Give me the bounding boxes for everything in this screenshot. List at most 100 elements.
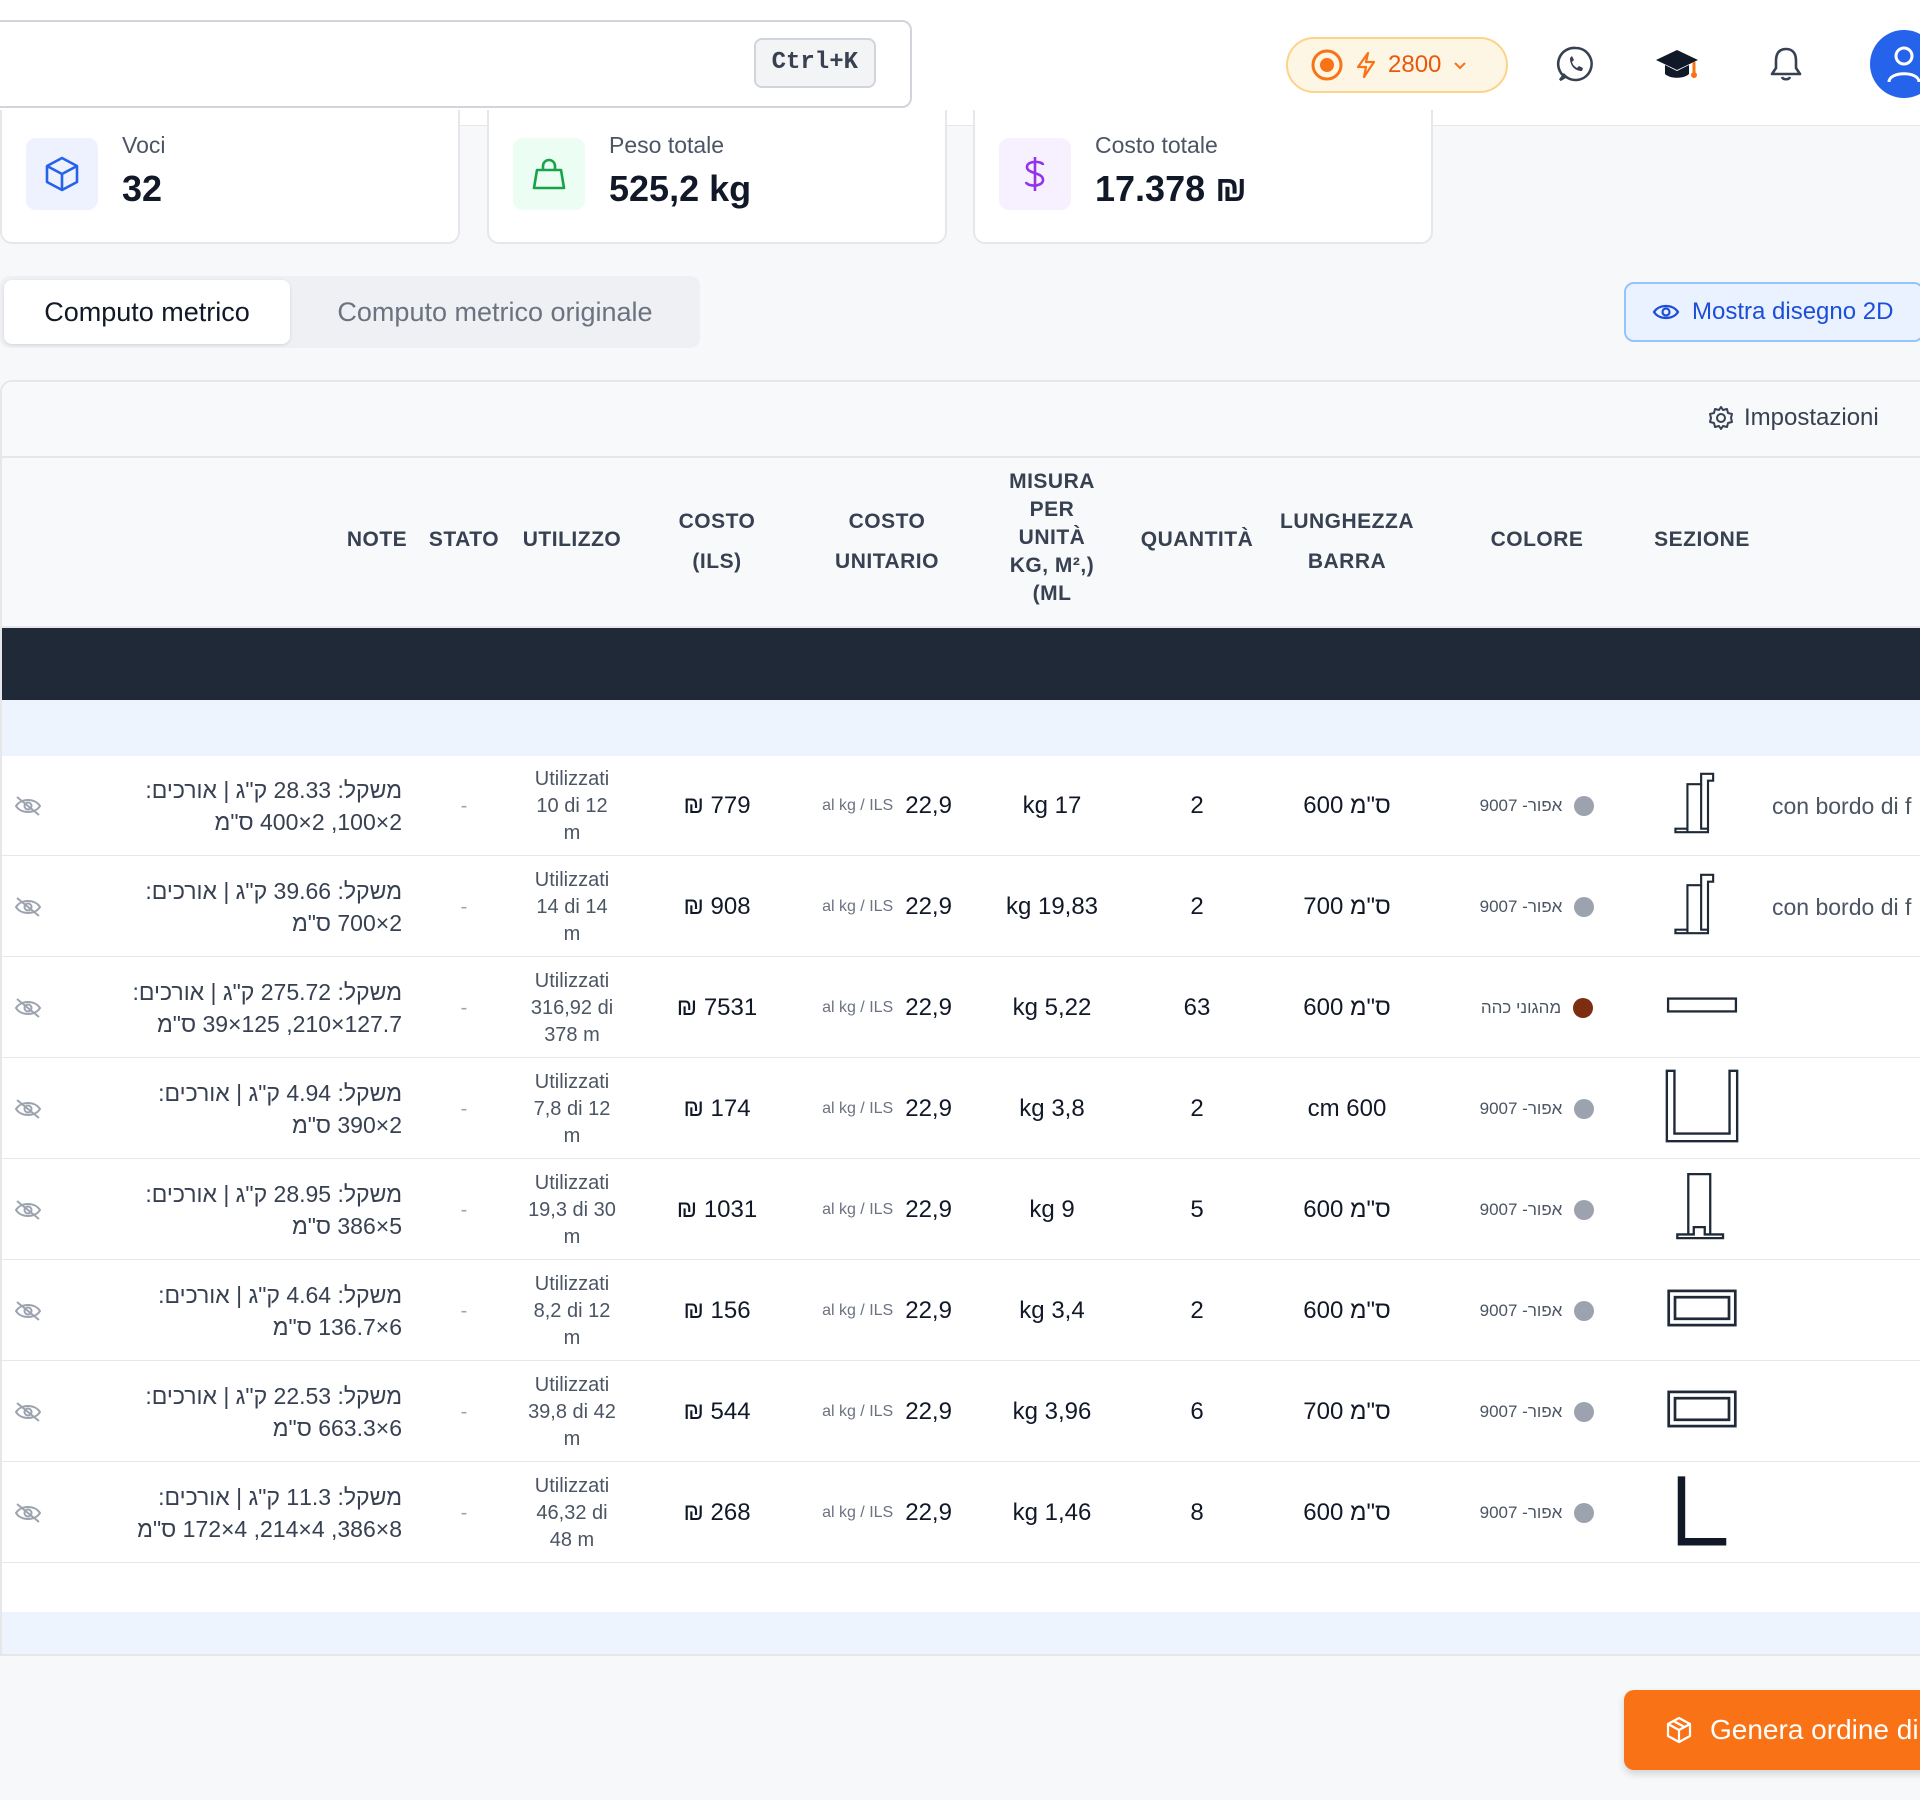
graduation-cap-icon[interactable] <box>1654 44 1700 84</box>
generate-order-button[interactable]: Genera ordine di <box>1624 1690 1920 1770</box>
visibility-toggle[interactable] <box>10 756 46 856</box>
visibility-toggle[interactable] <box>10 857 46 957</box>
cell-colore: אפור- 9007 <box>1452 756 1622 856</box>
user-avatar[interactable] <box>1870 30 1920 98</box>
note-line: 5×386 ס"מ <box>291 1213 402 1239</box>
cell-section-desc <box>1772 1261 1920 1361</box>
color-name: מהגוני כהה <box>1480 998 1562 1017</box>
chevron-down-icon <box>1454 62 1467 70</box>
cell-stato: - <box>426 1160 502 1260</box>
cell-stato: - <box>426 1362 502 1462</box>
cell-sezione <box>1642 1261 1762 1361</box>
table-row[interactable]: משקל: 4.64 ק"ג | אורכים: 6×136.7 ס"מ - Util… <box>2 1261 1920 1361</box>
cell-quantita: 2 <box>1132 1261 1262 1361</box>
col-lunghezza: LUNGHEZZA BARRA <box>1272 508 1422 576</box>
table-row[interactable]: משקל: 11.3 ק"ג | אורכים: 8×386, 4×214, 4×… <box>2 1463 1920 1563</box>
quantity-value: 2 <box>1190 1297 1204 1324</box>
cell-costo: ₪ 544 <box>652 1362 782 1462</box>
cell-quantita: 63 <box>1132 958 1262 1058</box>
table-row[interactable]: משקל: 28.33 ק"ג | אורכים: 2×100, 2×400 ס"… <box>2 756 1920 856</box>
usage-line: 8,2 di 12 <box>533 1299 611 1322</box>
cell-colore: אפור- 9007 <box>1452 1059 1622 1159</box>
cell-sezione <box>1642 1463 1762 1563</box>
status-text: - <box>460 1097 468 1120</box>
note-line: 2×700 ס"מ <box>291 910 402 936</box>
cell-stato: - <box>426 857 502 957</box>
visibility-toggle[interactable] <box>10 958 46 1058</box>
usage-line: m <box>563 821 581 844</box>
quantity-value: 2 <box>1190 893 1204 920</box>
table-footer <box>2 1612 1920 1654</box>
cost-value: ₪ 544 <box>683 1398 751 1425</box>
cell-misura: kg 1,46 <box>992 1463 1112 1563</box>
unit-price-value: 22,9 <box>905 792 952 819</box>
bar-length-value: 600 ס"מ <box>1303 792 1391 819</box>
table-row[interactable]: משקל: 22.53 ק"ג | אורכים: 6×663.3 ס"מ - Uti… <box>2 1362 1920 1462</box>
note-line: משקל: 4.94 ק"ג | אורכים: <box>158 1080 402 1106</box>
table-toolbar: Impostazioni <box>2 382 1920 458</box>
eye-off-icon <box>14 1099 42 1119</box>
visibility-toggle[interactable] <box>10 1362 46 1462</box>
cell-colore: אפור- 9007 <box>1452 1463 1622 1563</box>
table-row[interactable]: משקל: 28.95 ק"ג | אורכים: 5×386 ס"מ - Utili… <box>2 1160 1920 1260</box>
usage-line: m <box>563 1427 581 1450</box>
status-text: - <box>460 1198 468 1221</box>
color-name: אפור- 9007 <box>1479 1402 1563 1421</box>
cell-misura: kg 9 <box>992 1160 1112 1260</box>
cell-costo: ₪ 268 <box>652 1463 782 1563</box>
unit-price-unit: al kg / ILS <box>822 1403 894 1420</box>
cell-quantita: 2 <box>1132 1059 1262 1159</box>
coin-icon <box>1311 49 1343 81</box>
visibility-toggle[interactable] <box>10 1059 46 1159</box>
bar-length-value: cm 600 <box>1307 1095 1387 1122</box>
cell-costo: ₪ 1031 <box>652 1160 782 1260</box>
usage-line: 39,8 di 42 <box>528 1400 616 1423</box>
settings-button[interactable]: Impostazioni <box>1708 404 1879 432</box>
color-swatch <box>1574 1099 1595 1119</box>
cell-costo-unitario: al kg / ILS 22,9 <box>792 1261 982 1361</box>
col-misura-line4: KG, M²,) <box>1009 554 1095 577</box>
visibility-toggle[interactable] <box>10 1261 46 1361</box>
measure-value: kg 9 <box>1029 1196 1075 1223</box>
cell-lunghezza: 600 ס"מ <box>1272 756 1422 856</box>
show-2d-drawing-button[interactable]: Mostra disegno 2D <box>1624 282 1920 342</box>
unit-price-value: 22,9 <box>905 1095 952 1122</box>
bar-length-value: 600 ס"מ <box>1303 1499 1391 1526</box>
whatsapp-icon[interactable] <box>1556 44 1596 84</box>
cost-value: ₪ 7531 <box>676 994 758 1021</box>
note-line: 2×100, 2×400 ס"מ <box>214 809 402 835</box>
col-utilizzo: UTILIZZO <box>522 528 622 551</box>
visibility-toggle[interactable] <box>10 1463 46 1563</box>
cost-value: ₪ 174 <box>683 1095 751 1122</box>
quantity-value: 6 <box>1190 1398 1204 1425</box>
section-profile-icon <box>1664 994 1740 1023</box>
status-text: - <box>460 794 468 817</box>
cell-lunghezza: cm 600 <box>1272 1059 1422 1159</box>
cell-sezione <box>1642 857 1762 957</box>
tab-computo-metrico[interactable]: Computo metrico <box>4 280 290 344</box>
box-icon <box>1666 1716 1692 1744</box>
dollar-icon <box>999 138 1071 210</box>
cell-stato: - <box>426 1261 502 1361</box>
stat-value: 32 <box>122 168 163 209</box>
stat-label: Voci <box>122 132 166 158</box>
table-row[interactable]: משקל: 275.72 ק"ג | אורכים: 127.7×210, 125… <box>2 958 1920 1058</box>
tab-computo-metrico-originale[interactable]: Computo metrico originale <box>337 297 653 327</box>
search-input[interactable]: Ctrl+K <box>0 20 912 108</box>
cell-costo-unitario: al kg / ILS 22,9 <box>792 958 982 1058</box>
table-row[interactable]: משקל: 39.66 ק"ג | אורכים: 2×700 ס"מ - Utili… <box>2 857 1920 957</box>
cost-value: ₪ 908 <box>683 893 751 920</box>
bell-icon[interactable] <box>1766 44 1806 84</box>
cell-colore: אפור- 9007 <box>1452 857 1622 957</box>
cell-sezione <box>1642 958 1762 1058</box>
cell-misura: kg 19,83 <box>992 857 1112 957</box>
cell-utilizzo: Utilizzati 14 di 14 m <box>502 857 642 957</box>
col-costo-unitario: COSTO UNITARIO <box>812 508 962 576</box>
table-row[interactable]: משקל: 4.94 ק"ג | אורכים: 2×390 ס"מ - Utiliz… <box>2 1059 1920 1159</box>
credits-count: 2800 <box>1388 51 1442 78</box>
cell-quantita: 6 <box>1132 1362 1262 1462</box>
credits-button[interactable]: 2800 <box>1286 37 1508 93</box>
unit-price-value: 22,9 <box>905 1196 952 1223</box>
unit-price-unit: al kg / ILS <box>822 1302 894 1319</box>
visibility-toggle[interactable] <box>10 1160 46 1260</box>
